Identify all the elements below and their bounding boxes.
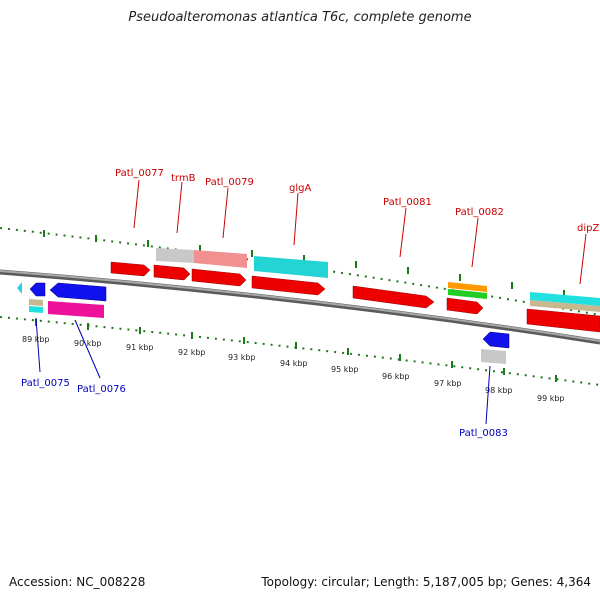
gene-feature-orange[interactable] xyxy=(448,282,487,292)
gene-arrow-trmb[interactable] xyxy=(153,264,191,281)
accession-text: Accession: NC_008228 xyxy=(9,575,146,589)
gene-label-patl-0083[interactable]: Patl_0083 xyxy=(459,428,508,439)
kbp-label: 90 kbp xyxy=(74,339,102,348)
gene-feature-small-cyan[interactable] xyxy=(17,282,22,294)
gene-feature-green[interactable] xyxy=(448,289,487,299)
kbp-label: 97 kbp xyxy=(434,379,462,388)
gene-arrow-patl-0083[interactable] xyxy=(482,331,510,349)
kbp-label: 89 kbp xyxy=(22,335,50,344)
gene-arrow-patl-0081[interactable] xyxy=(352,285,435,309)
gene-arrow-patl-0077[interactable] xyxy=(110,261,151,277)
inner-major-ticks xyxy=(35,319,557,382)
gene-label-patl-0082[interactable]: Patl_0082 xyxy=(455,207,504,218)
gene-feature-cyan[interactable] xyxy=(254,256,328,278)
gene-label-patl-0077[interactable]: Patl_0077 xyxy=(115,168,164,179)
kbp-label: 99 kbp xyxy=(537,394,565,403)
gene-feature-small-cyan-2[interactable] xyxy=(29,306,43,313)
outer-tick-ring xyxy=(0,227,600,316)
gene-label-glga[interactable]: glgA xyxy=(289,183,311,194)
gene-feature-grey[interactable] xyxy=(156,248,194,263)
gene-label-dipz[interactable]: dipZ xyxy=(577,223,599,234)
gene-feature-small-tan[interactable] xyxy=(29,299,43,306)
reverse-features xyxy=(17,282,510,364)
gene-arrow-dipz[interactable] xyxy=(526,308,600,333)
gene-feature-magenta[interactable] xyxy=(48,301,104,318)
kbp-label: 94 kbp xyxy=(280,359,308,368)
gene-feature-cyan-2[interactable] xyxy=(530,292,600,306)
genome-summary-text: Topology: circular; Length: 5,187,005 bp… xyxy=(261,575,591,589)
bottom-label-leaders xyxy=(35,317,491,425)
genome-backbone-highlight xyxy=(0,270,600,342)
gene-feature-tan[interactable] xyxy=(530,300,600,312)
kbp-label: 93 kbp xyxy=(228,353,256,362)
kbp-label: 96 kbp xyxy=(382,372,410,381)
gene-feature-pink[interactable] xyxy=(194,250,247,268)
kbp-label: 92 kbp xyxy=(178,348,206,357)
gene-label-patl-0075[interactable]: Patl_0075 xyxy=(21,378,70,389)
gene-arrow-patl-0082[interactable] xyxy=(446,297,484,315)
kbp-label: 95 kbp xyxy=(331,365,359,374)
top-label-leaders xyxy=(133,179,587,285)
gene-arrow-patl-0079[interactable] xyxy=(191,268,247,287)
gene-arrow-glga[interactable] xyxy=(251,275,326,296)
map-title: Pseudoalteromonas atlantica T6c, complet… xyxy=(128,10,472,25)
gene-arrow-patl-0076-blue[interactable] xyxy=(49,282,107,302)
forward-features xyxy=(110,248,600,333)
gene-label-trmb[interactable]: trmB xyxy=(171,173,196,184)
gene-label-patl-0079[interactable]: Patl_0079 xyxy=(205,177,254,188)
gene-feature-grey-2[interactable] xyxy=(481,349,506,364)
gene-label-patl-0076[interactable]: Patl_0076 xyxy=(77,384,126,395)
gene-label-patl-0081[interactable]: Patl_0081 xyxy=(383,197,432,208)
kbp-label: 91 kbp xyxy=(126,343,154,352)
gene-arrow-small-blue[interactable] xyxy=(29,282,46,297)
kbp-label: 98 kbp xyxy=(485,386,513,395)
